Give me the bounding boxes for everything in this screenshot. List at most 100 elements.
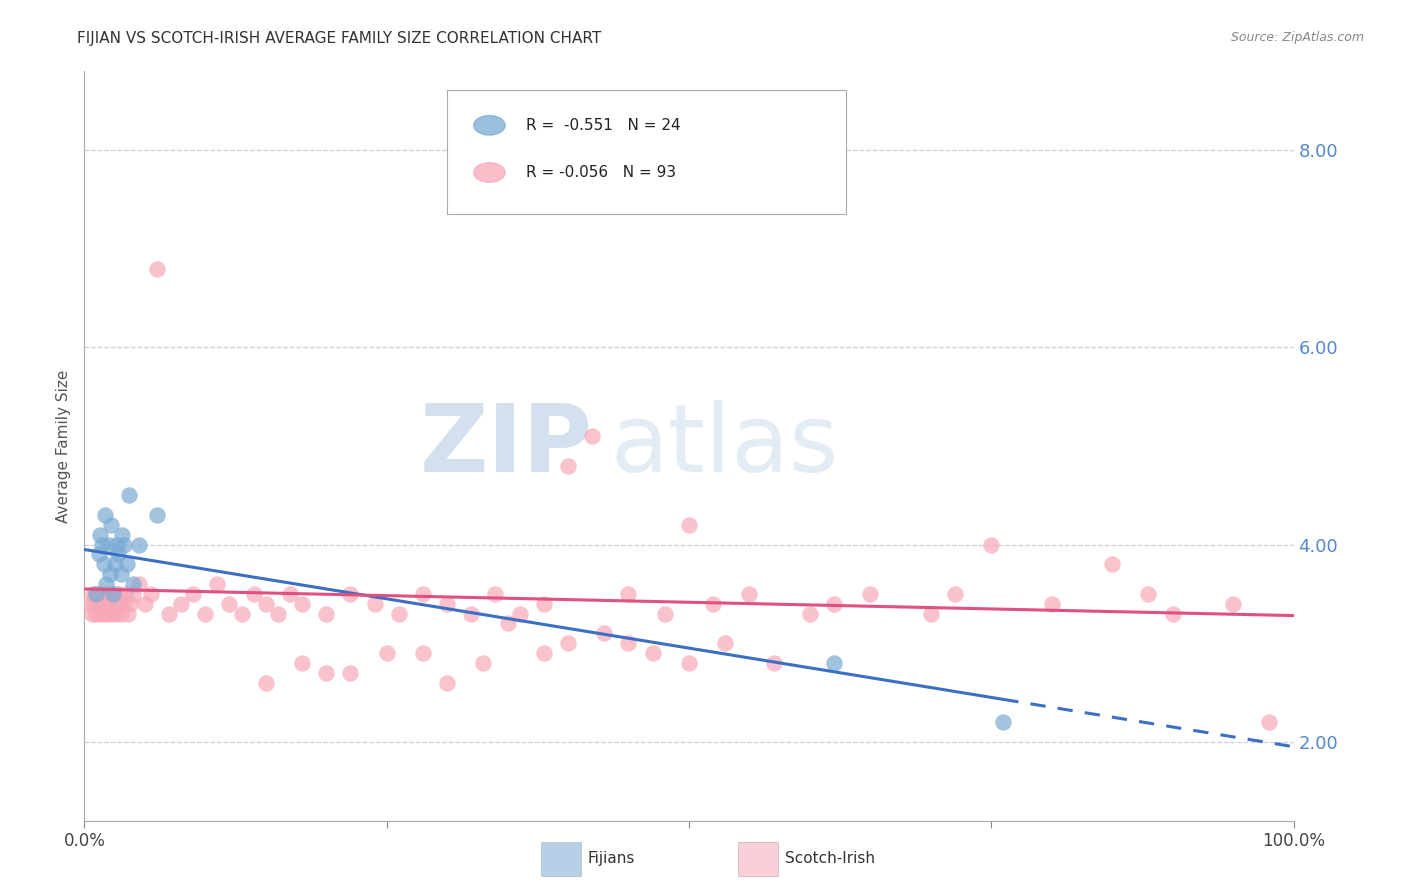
Point xyxy=(82,587,104,601)
Point xyxy=(617,587,640,601)
Point xyxy=(993,714,1015,729)
Point xyxy=(121,577,143,591)
Point xyxy=(1222,597,1244,611)
Point xyxy=(86,597,108,611)
Point xyxy=(94,508,117,522)
Point xyxy=(533,597,555,611)
Text: R =  -0.551   N = 24: R = -0.551 N = 24 xyxy=(526,118,681,133)
Point xyxy=(134,597,156,611)
Point xyxy=(339,587,361,601)
Point xyxy=(121,587,143,601)
Point xyxy=(110,567,132,582)
Point xyxy=(100,517,122,532)
Point xyxy=(641,646,664,660)
Point xyxy=(194,607,217,621)
Point xyxy=(170,597,193,611)
Point xyxy=(93,558,115,572)
Text: atlas: atlas xyxy=(610,400,838,492)
Point xyxy=(91,587,114,601)
Y-axis label: Average Family Size: Average Family Size xyxy=(56,369,72,523)
Point xyxy=(83,597,105,611)
Point xyxy=(557,458,579,473)
Point xyxy=(112,597,135,611)
Point xyxy=(128,577,150,591)
Point xyxy=(90,597,112,611)
Point xyxy=(472,656,495,670)
Point xyxy=(484,587,506,601)
Point xyxy=(581,429,603,443)
Text: Fijians: Fijians xyxy=(588,851,636,865)
Point xyxy=(104,607,127,621)
Point xyxy=(702,597,724,611)
Point xyxy=(388,607,411,621)
Point xyxy=(859,587,882,601)
Point xyxy=(114,587,136,601)
Point xyxy=(96,607,118,621)
Point xyxy=(80,607,103,621)
Point xyxy=(375,646,398,660)
Point xyxy=(157,607,180,621)
Point xyxy=(412,646,434,660)
Point xyxy=(617,636,640,650)
Point xyxy=(120,597,142,611)
Point xyxy=(115,558,138,572)
Point xyxy=(98,597,121,611)
Point xyxy=(315,607,337,621)
Point xyxy=(678,656,700,670)
Point xyxy=(1137,587,1160,601)
Point xyxy=(104,597,127,611)
Point xyxy=(94,597,117,611)
Point xyxy=(128,538,150,552)
Point xyxy=(496,616,519,631)
Point xyxy=(254,597,277,611)
Point xyxy=(207,577,229,591)
Point xyxy=(823,597,845,611)
Point xyxy=(84,587,107,601)
Point xyxy=(87,548,110,562)
Point xyxy=(363,597,385,611)
Point xyxy=(108,587,131,601)
Point xyxy=(823,656,845,670)
Point xyxy=(181,587,204,601)
FancyBboxPatch shape xyxy=(447,90,846,214)
Point xyxy=(267,607,290,621)
Point xyxy=(920,607,942,621)
Point xyxy=(97,538,120,552)
Point xyxy=(89,607,111,621)
Point xyxy=(1258,714,1281,729)
Point xyxy=(87,587,110,601)
Circle shape xyxy=(474,116,505,135)
Point xyxy=(118,488,141,502)
Point xyxy=(146,261,169,276)
Point xyxy=(654,607,676,621)
Point xyxy=(97,587,120,601)
Point xyxy=(557,636,579,650)
Point xyxy=(110,607,132,621)
Point xyxy=(100,587,122,601)
Text: Source: ZipAtlas.com: Source: ZipAtlas.com xyxy=(1230,31,1364,45)
Point xyxy=(103,587,125,601)
Text: Scotch-Irish: Scotch-Irish xyxy=(785,851,875,865)
Point xyxy=(218,597,240,611)
Point xyxy=(339,665,361,680)
Point xyxy=(436,597,458,611)
Point xyxy=(714,636,737,650)
Point xyxy=(533,646,555,660)
Point xyxy=(738,587,761,601)
Point xyxy=(89,527,111,541)
Point xyxy=(315,665,337,680)
Point xyxy=(98,567,121,582)
Point xyxy=(94,577,117,591)
Point xyxy=(112,538,135,552)
Point xyxy=(593,626,616,640)
Point xyxy=(1040,597,1063,611)
Point xyxy=(146,508,169,522)
Point xyxy=(93,607,115,621)
Point xyxy=(980,538,1002,552)
Point xyxy=(107,548,129,562)
Point xyxy=(107,597,129,611)
Point xyxy=(291,597,314,611)
Point xyxy=(86,587,108,601)
Text: FIJIAN VS SCOTCH-IRISH AVERAGE FAMILY SIZE CORRELATION CHART: FIJIAN VS SCOTCH-IRISH AVERAGE FAMILY SI… xyxy=(77,31,602,46)
Text: ZIP: ZIP xyxy=(419,400,592,492)
